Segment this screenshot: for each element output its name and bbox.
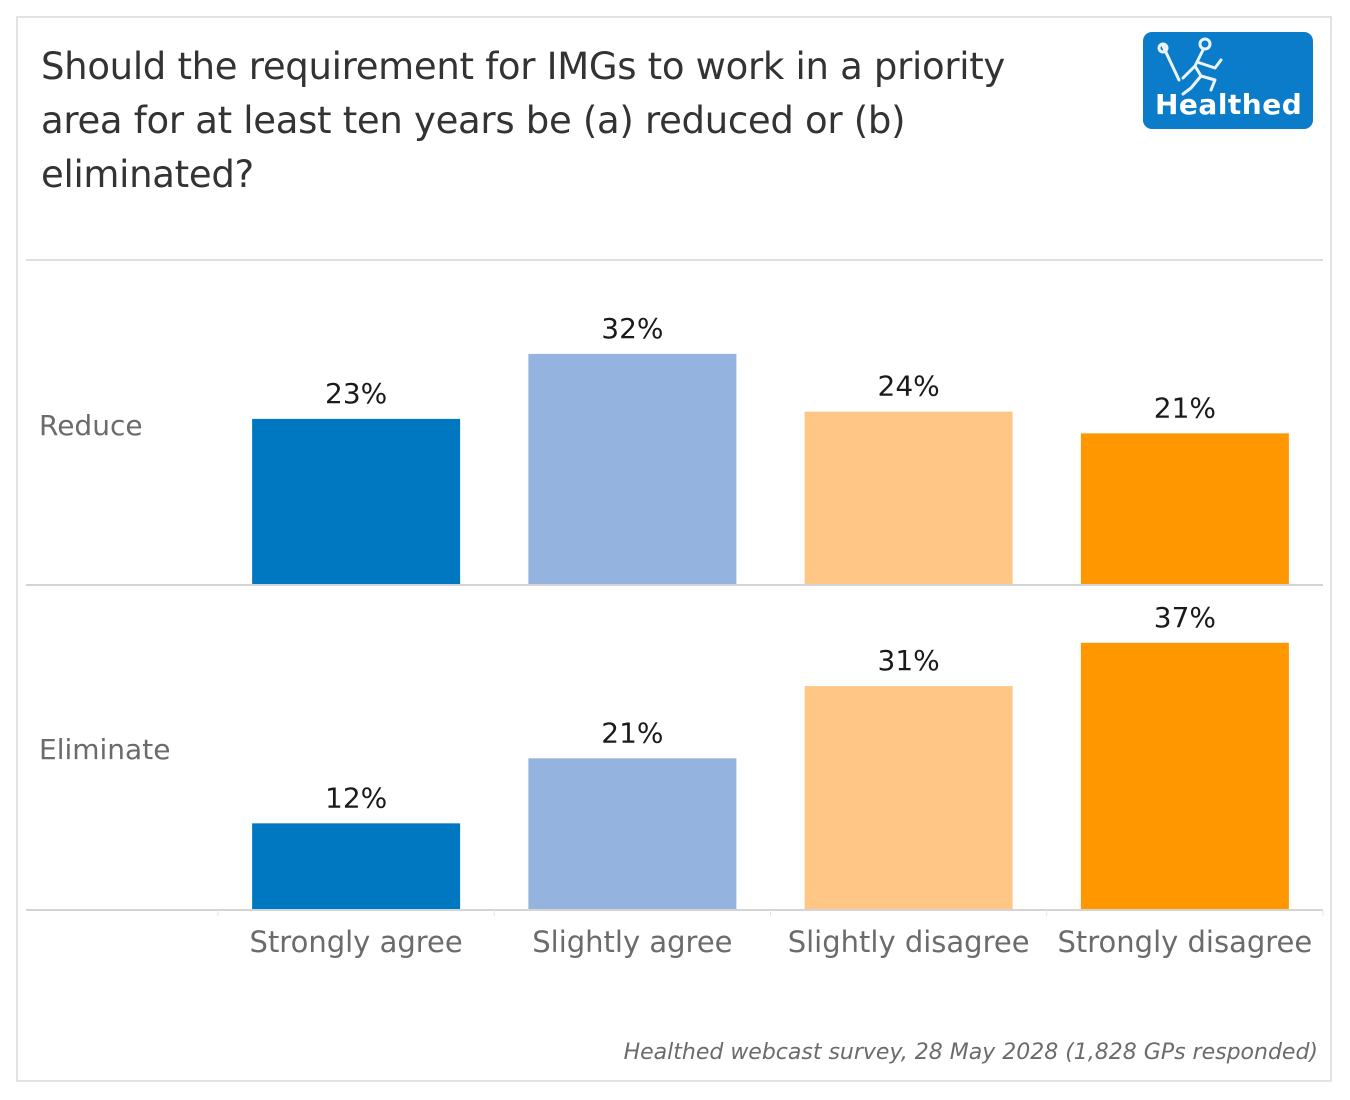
bar	[804, 686, 1013, 910]
data-label: 12%	[325, 781, 387, 814]
bar	[804, 411, 1013, 585]
data-label: 21%	[601, 716, 663, 749]
hermes-runner-icon	[1157, 37, 1223, 96]
category-label: Strongly agree	[250, 925, 463, 959]
data-label: 31%	[878, 644, 940, 677]
bar	[1080, 642, 1289, 910]
title-line: area for at least ten years be (a) reduc…	[41, 99, 906, 142]
source-note: Healthed webcast survey, 28 May 2028 (1,…	[623, 1040, 1318, 1065]
healthed-logo: Healthed	[1143, 32, 1313, 129]
row-label: Reduce	[39, 409, 143, 442]
row-label: Eliminate	[39, 733, 170, 766]
bar	[252, 823, 461, 910]
data-label: 21%	[1154, 391, 1216, 424]
category-label: Strongly disagree	[1057, 925, 1312, 959]
title-line: eliminated?	[41, 153, 254, 196]
category-label: Slightly disagree	[788, 925, 1030, 959]
data-label: 23%	[325, 377, 387, 410]
chart-title: Should the requirement for IMGs to work …	[41, 40, 1081, 202]
logo-text: Healthed	[1155, 88, 1303, 121]
bar	[252, 418, 461, 585]
bar	[528, 353, 737, 585]
bar	[1080, 433, 1289, 585]
category-label: Slightly agree	[532, 925, 732, 959]
bar	[528, 758, 737, 910]
data-label: 37%	[1154, 601, 1216, 634]
data-label: 32%	[601, 312, 663, 345]
title-line: Should the requirement for IMGs to work …	[41, 45, 1006, 88]
data-label: 24%	[878, 370, 940, 403]
